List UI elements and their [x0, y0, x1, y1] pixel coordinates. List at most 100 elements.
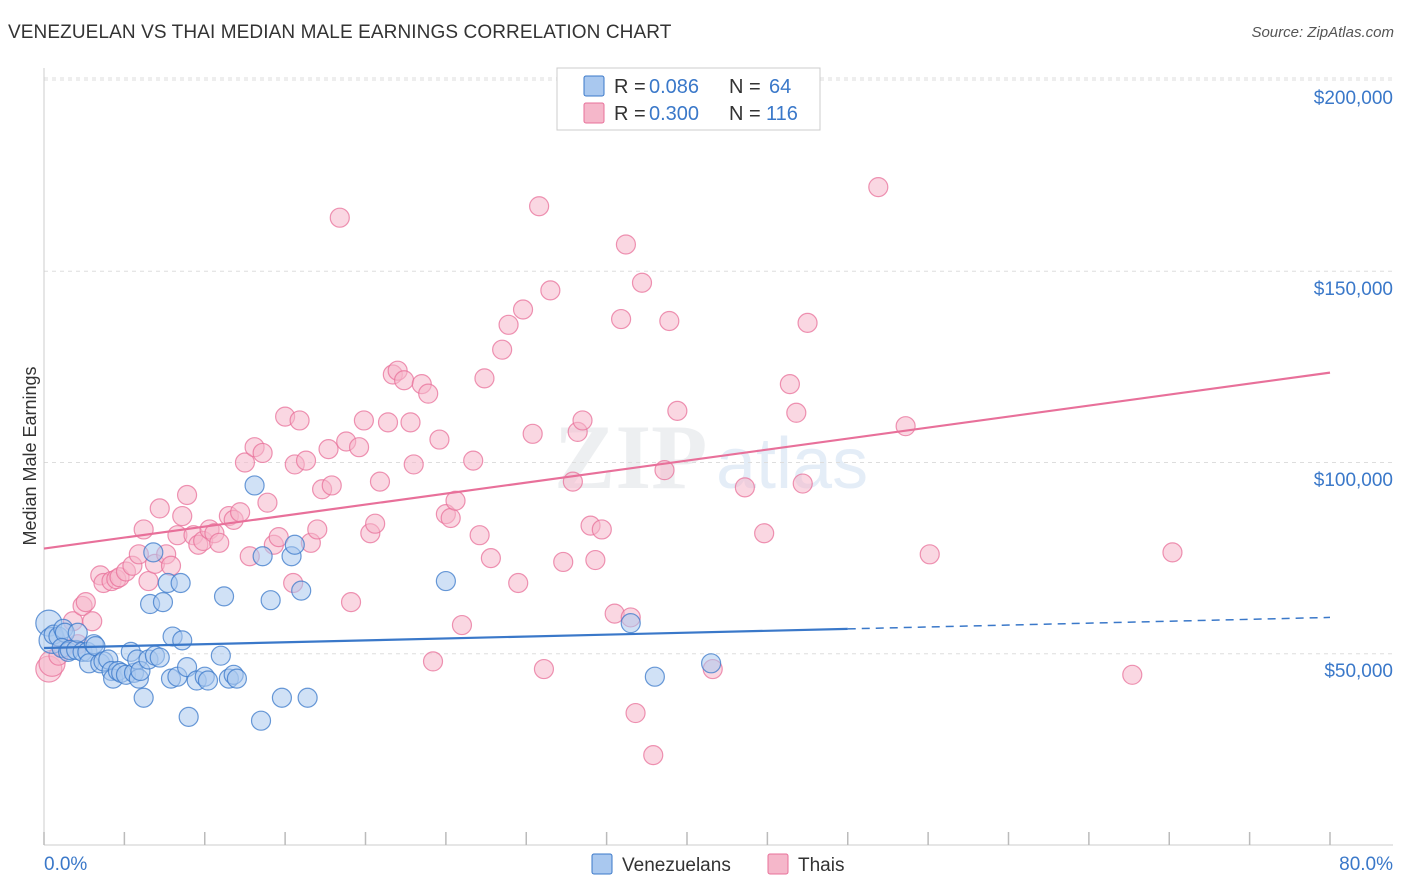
venezuelans-point	[67, 622, 88, 643]
legend-r-value-venezuelans: 0.086	[649, 76, 699, 98]
venezuelans-point	[152, 592, 174, 613]
source-credit: Source: ZipAtlas.com	[1251, 24, 1394, 41]
venezuelans-point	[143, 542, 164, 563]
venezuelans-point	[252, 546, 273, 567]
bottom-legend-swatch-venezuelans	[591, 853, 613, 875]
thais-point	[321, 475, 342, 496]
thais-point	[400, 412, 421, 433]
venezuelans-point	[291, 580, 312, 601]
thais-point	[176, 484, 198, 506]
legend-n-value-venezuelans: 64	[769, 76, 791, 98]
thais-point	[585, 549, 606, 571]
thais-point	[469, 525, 490, 546]
thais-point	[508, 572, 529, 594]
thais-point	[529, 196, 550, 217]
bottom-legend-swatch-thais	[767, 853, 789, 875]
thais-point	[540, 280, 561, 301]
thais-point	[365, 513, 386, 534]
thais-point	[418, 383, 439, 404]
thais-point	[786, 402, 807, 423]
thais-point	[667, 400, 688, 421]
venezuelans-point	[620, 613, 641, 634]
y-tick-label-200000: $200,000	[1314, 88, 1393, 109]
thais-point	[553, 551, 574, 573]
venezuelans-trend-line	[43, 627, 848, 650]
thais-point	[474, 368, 495, 389]
venezuelans-point	[178, 706, 199, 727]
thais-point	[340, 592, 362, 613]
venezuelans-point	[244, 475, 265, 496]
thais-point	[734, 477, 755, 498]
venezuelans-point	[170, 572, 191, 594]
thais-point	[625, 702, 646, 724]
legend-swatch-thais	[583, 102, 605, 124]
series-legend: Venezuelans Thais	[591, 853, 844, 876]
thais-point	[1122, 664, 1143, 685]
y-tick-label-50000: $50,000	[1324, 661, 1393, 682]
thais-point	[463, 450, 484, 471]
thais-point	[792, 473, 813, 494]
thais-point	[895, 416, 916, 437]
x-tick-label-min: 0.0%	[44, 854, 87, 875]
legend-r-label-thais: R =	[614, 103, 646, 125]
thais-trend-line	[43, 371, 1331, 550]
venezuelans-point	[284, 534, 305, 555]
legend-r-label-venezuelans: R =	[614, 76, 646, 98]
grid-lines	[44, 77, 1393, 655]
legend-n-value-thais: 116	[766, 103, 798, 125]
trend-lines	[43, 371, 1331, 650]
thais-point	[615, 234, 637, 255]
thais-point	[1162, 542, 1183, 563]
thais-point	[533, 658, 555, 680]
thais-point	[252, 442, 273, 464]
legend-n-label-venezuelans: N =	[729, 76, 761, 98]
thais-point	[234, 452, 256, 473]
thais-point	[295, 450, 317, 471]
watermark: ZIP atlas	[554, 406, 868, 508]
thais-point	[754, 523, 775, 544]
venezuelans-trend-extension	[847, 616, 1331, 630]
venezuelans-point	[271, 687, 293, 708]
thais-point	[348, 437, 370, 458]
legend-r-value-thais: 0.300	[649, 103, 699, 125]
thais-point	[643, 745, 664, 766]
thais-point	[779, 373, 800, 395]
thais-point	[82, 611, 103, 632]
thais-point	[75, 592, 96, 613]
venezuelans-point	[250, 710, 272, 731]
thais-point	[230, 502, 251, 523]
venezuelans-point	[197, 670, 219, 691]
thais-point	[451, 614, 473, 636]
chart-title: VENEZUELAN VS THAI MEDIAN MALE EARNINGS …	[8, 22, 672, 43]
thais-point	[289, 410, 310, 431]
thais-point	[610, 308, 632, 330]
y-tick-label-100000: $100,000	[1314, 470, 1393, 491]
thais-point	[353, 410, 374, 431]
venezuelans-point	[210, 645, 231, 666]
venezuelans-point	[260, 590, 281, 611]
thais-point	[209, 532, 230, 553]
thais-point	[919, 544, 940, 565]
thais-point	[307, 519, 328, 540]
thais-point	[377, 412, 399, 433]
thais-point	[149, 498, 170, 519]
thais-point	[522, 423, 543, 444]
y-tick-label-150000: $150,000	[1314, 279, 1393, 300]
thais-point	[480, 548, 501, 569]
thais-point	[369, 471, 391, 492]
thais-point	[257, 492, 278, 513]
venezuelans-point	[297, 687, 318, 708]
thais-point	[429, 429, 450, 450]
legend-swatch-venezuelans	[583, 75, 605, 97]
thais-point	[512, 299, 534, 320]
venezuelans-point	[644, 666, 665, 687]
venezuelans-point	[226, 668, 247, 689]
stats-legend: R = 0.086 N = 64 R = 0.300 N = 116	[556, 67, 821, 131]
thais-point	[659, 310, 680, 332]
thais-point	[422, 651, 444, 672]
venezuelans-point	[701, 653, 722, 674]
venezuelans-point	[213, 586, 235, 607]
thais-point	[868, 177, 889, 198]
venezuelans-point	[133, 687, 154, 708]
